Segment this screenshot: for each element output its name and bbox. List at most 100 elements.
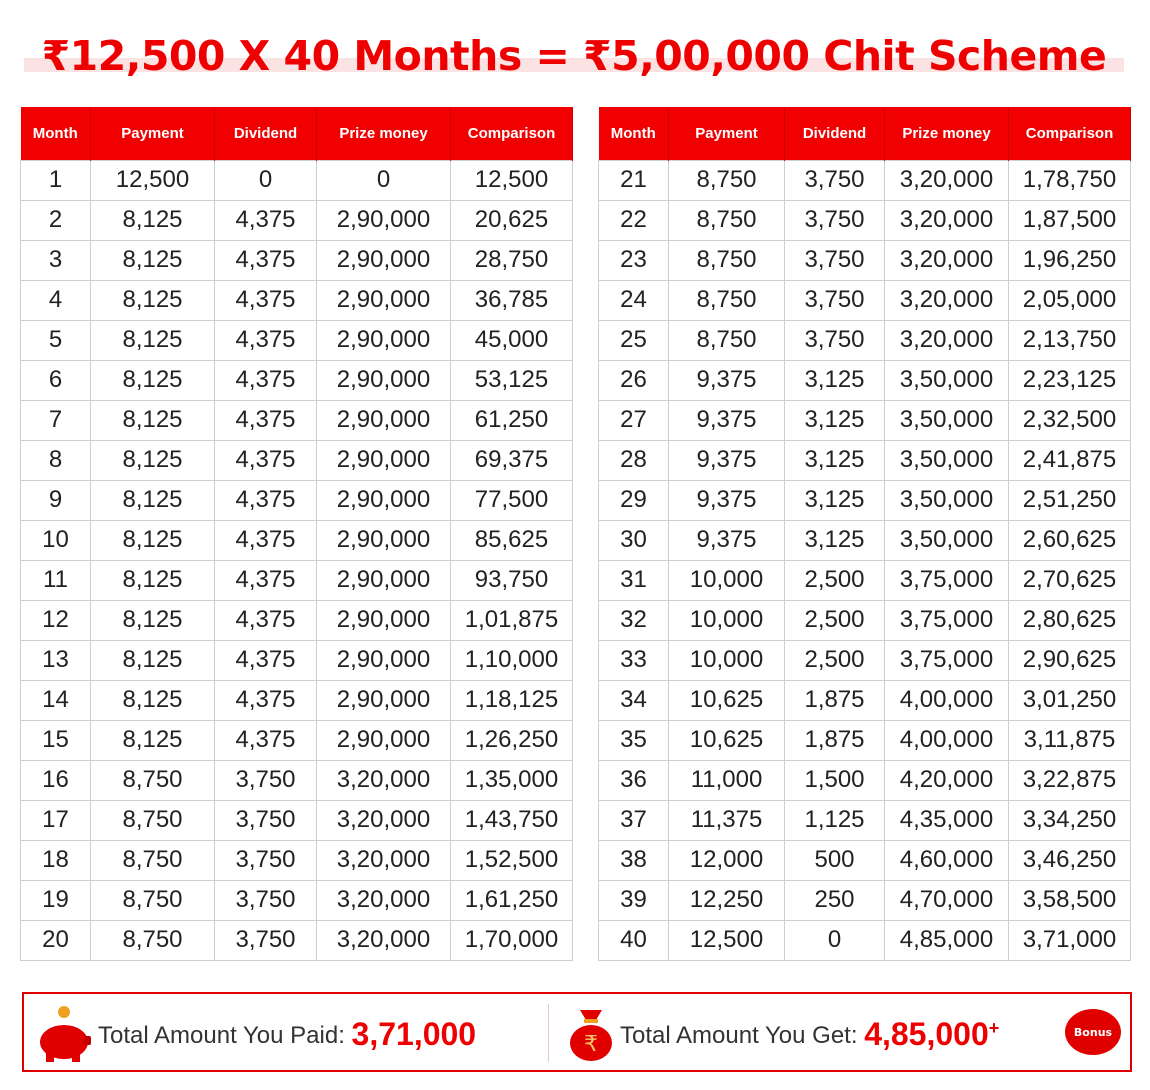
cell-payment: 8,750 <box>668 319 785 361</box>
piggy-bank-icon <box>40 1006 91 1062</box>
cell-prize-money: 3,75,000 <box>884 639 1009 681</box>
cell-month: 37 <box>598 799 669 841</box>
cell-dividend: 3,750 <box>784 239 885 281</box>
table-row: 22 8,750 3,750 3,20,000 1,87,500 <box>598 199 1131 241</box>
plus-sign: + <box>988 1018 1000 1038</box>
cell-month: 33 <box>598 639 669 681</box>
cell-dividend: 3,125 <box>784 439 885 481</box>
column-header: Prize money <box>884 107 1009 160</box>
table-row: 14 8,125 4,375 2,90,000 1,18,125 <box>20 679 573 721</box>
cell-dividend: 1,875 <box>784 679 885 721</box>
cell-month: 35 <box>598 719 669 761</box>
cell-comparison: 1,18,125 <box>450 679 573 721</box>
cell-dividend: 4,375 <box>214 439 317 481</box>
cell-payment: 12,500 <box>90 159 215 201</box>
cell-month: 8 <box>20 439 91 481</box>
cell-dividend: 4,375 <box>214 399 317 441</box>
cell-prize-money: 4,20,000 <box>884 759 1009 801</box>
cell-comparison: 61,250 <box>450 399 573 441</box>
cell-month: 18 <box>20 839 91 881</box>
cell-prize-money: 4,00,000 <box>884 719 1009 761</box>
cell-comparison: 20,625 <box>450 199 573 241</box>
cell-payment: 12,500 <box>668 919 785 961</box>
cell-payment: 10,000 <box>668 639 785 681</box>
cell-comparison: 2,90,625 <box>1008 639 1131 681</box>
cell-payment: 8,125 <box>90 439 215 481</box>
cell-prize-money: 2,90,000 <box>316 239 451 281</box>
cell-prize-money: 4,85,000 <box>884 919 1009 961</box>
cell-prize-money: 3,20,000 <box>316 839 451 881</box>
cell-payment: 8,125 <box>90 679 215 721</box>
cell-month: 32 <box>598 599 669 641</box>
cell-comparison: 2,23,125 <box>1008 359 1131 401</box>
table-row: 11 8,125 4,375 2,90,000 93,750 <box>20 559 573 601</box>
table-row: 17 8,750 3,750 3,20,000 1,43,750 <box>20 799 573 841</box>
table-row: 30 9,375 3,125 3,50,000 2,60,625 <box>598 519 1131 561</box>
cell-prize-money: 2,90,000 <box>316 439 451 481</box>
cell-prize-money: 2,90,000 <box>316 679 451 721</box>
get-label: Total Amount You Get: <box>620 1022 858 1049</box>
schedule-table-months-21-40: Month Payment Dividend Prize money Compariso… <box>598 107 1131 961</box>
cell-dividend: 3,750 <box>214 839 317 881</box>
cell-month: 10 <box>20 519 91 561</box>
table-row: 38 12,000 500 4,60,000 3,46,250 <box>598 839 1131 881</box>
cell-dividend: 3,750 <box>214 919 317 961</box>
cell-month: 26 <box>598 359 669 401</box>
cell-payment: 8,125 <box>90 639 215 681</box>
table-row: 34 10,625 1,875 4,00,000 3,01,250 <box>598 679 1131 721</box>
table-row: 19 8,750 3,750 3,20,000 1,61,250 <box>20 879 573 921</box>
title-highlight <box>24 58 1124 72</box>
cell-payment: 8,125 <box>90 559 215 601</box>
cell-prize-money: 3,75,000 <box>884 559 1009 601</box>
cell-prize-money: 4,60,000 <box>884 839 1009 881</box>
cell-month: 38 <box>598 839 669 881</box>
cell-payment: 8,125 <box>90 199 215 241</box>
table-row: 29 9,375 3,125 3,50,000 2,51,250 <box>598 479 1131 521</box>
cell-dividend: 3,125 <box>784 479 885 521</box>
cell-dividend: 4,375 <box>214 599 317 641</box>
table-row: 35 10,625 1,875 4,00,000 3,11,875 <box>598 719 1131 761</box>
cell-dividend: 4,375 <box>214 239 317 281</box>
cell-dividend: 4,375 <box>214 479 317 521</box>
cell-dividend: 2,500 <box>784 559 885 601</box>
cell-payment: 8,750 <box>668 279 785 321</box>
cell-payment: 9,375 <box>668 359 785 401</box>
cell-payment: 8,125 <box>90 479 215 521</box>
cell-payment: 12,000 <box>668 839 785 881</box>
table-row: 7 8,125 4,375 2,90,000 61,250 <box>20 399 573 441</box>
table-row: 1 12,500 0 0 12,500 <box>20 159 573 201</box>
cell-prize-money: 2,90,000 <box>316 519 451 561</box>
cell-prize-money: 3,20,000 <box>884 159 1009 201</box>
cell-month: 23 <box>598 239 669 281</box>
cell-prize-money: 2,90,000 <box>316 719 451 761</box>
cell-payment: 8,125 <box>90 399 215 441</box>
cell-prize-money: 3,50,000 <box>884 479 1009 521</box>
cell-dividend: 1,125 <box>784 799 885 841</box>
cell-dividend: 1,500 <box>784 759 885 801</box>
cell-month: 6 <box>20 359 91 401</box>
cell-prize-money: 3,20,000 <box>884 239 1009 281</box>
cell-month: 17 <box>20 799 91 841</box>
cell-comparison: 1,96,250 <box>1008 239 1131 281</box>
cell-comparison: 2,60,625 <box>1008 519 1131 561</box>
table-row: 32 10,000 2,500 3,75,000 2,80,625 <box>598 599 1131 641</box>
cell-comparison: 1,43,750 <box>450 799 573 841</box>
cell-month: 40 <box>598 919 669 961</box>
table-row: 28 9,375 3,125 3,50,000 2,41,875 <box>598 439 1131 481</box>
column-header: Payment <box>90 107 215 160</box>
cell-comparison: 1,52,500 <box>450 839 573 881</box>
cell-dividend: 4,375 <box>214 639 317 681</box>
table-row: 3 8,125 4,375 2,90,000 28,750 <box>20 239 573 281</box>
table-row: 26 9,375 3,125 3,50,000 2,23,125 <box>598 359 1131 401</box>
cell-payment: 8,125 <box>90 279 215 321</box>
cell-comparison: 77,500 <box>450 479 573 521</box>
cell-payment: 10,625 <box>668 719 785 761</box>
cell-dividend: 3,750 <box>214 799 317 841</box>
cell-comparison: 2,41,875 <box>1008 439 1131 481</box>
table-row: 39 12,250 250 4,70,000 3,58,500 <box>598 879 1131 921</box>
table-row: 24 8,750 3,750 3,20,000 2,05,000 <box>598 279 1131 321</box>
cell-dividend: 250 <box>784 879 885 921</box>
cell-month: 24 <box>598 279 669 321</box>
cell-comparison: 3,71,000 <box>1008 919 1131 961</box>
cell-month: 1 <box>20 159 91 201</box>
